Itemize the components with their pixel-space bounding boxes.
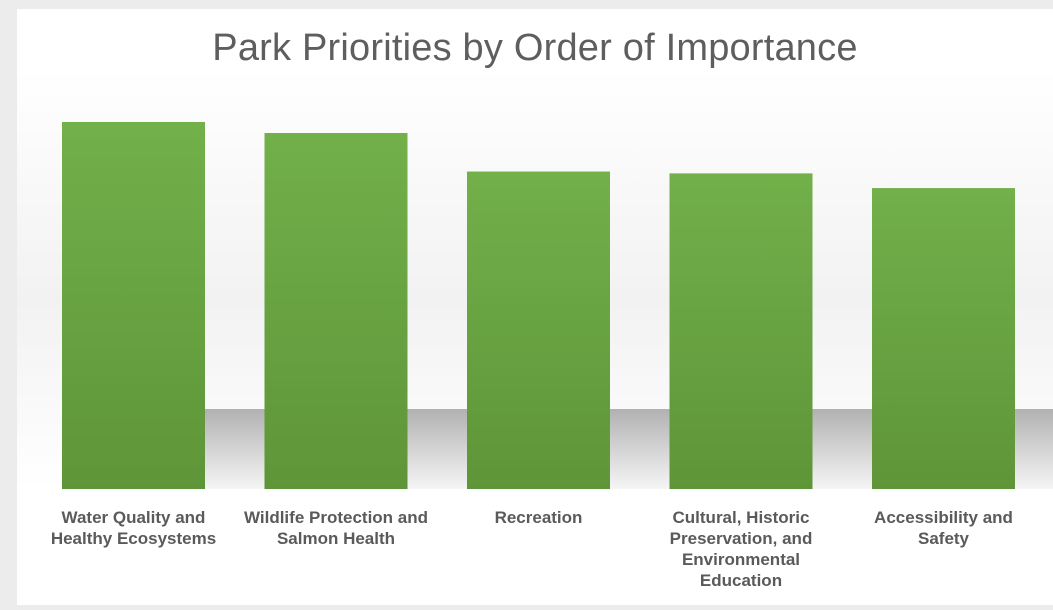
x-tick-label-1: Water Quality and Healthy Ecosystems	[39, 507, 229, 549]
chart-frame: Park Priorities by Order of Importance W…	[17, 9, 1053, 605]
x-tick-label-2: Wildlife Protection and Salmon Health	[241, 507, 431, 549]
bar-2	[265, 133, 408, 489]
x-tick-label-5: Accessibility and Safety	[849, 507, 1039, 549]
bar-1	[62, 122, 205, 489]
bar-4	[670, 173, 813, 489]
x-tick-label-4: Cultural, Historic Preservation, and Env…	[646, 507, 836, 591]
bar-5	[872, 188, 1015, 489]
bar-3	[467, 172, 610, 489]
x-tick-label-3: Recreation	[444, 507, 634, 528]
